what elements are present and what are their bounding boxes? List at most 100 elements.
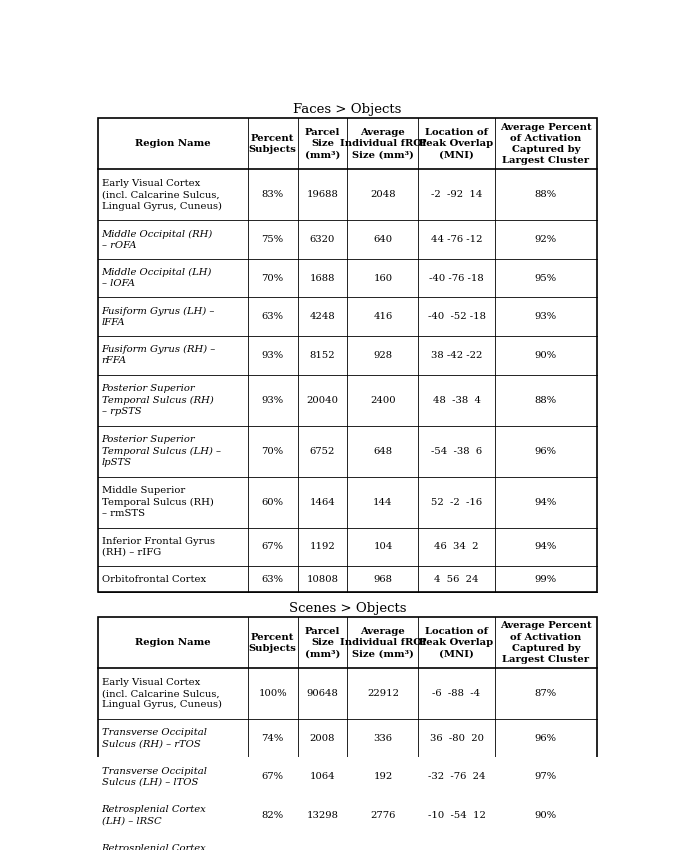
Text: 1688: 1688 xyxy=(310,274,335,283)
Text: 97%: 97% xyxy=(535,773,557,781)
Text: 144: 144 xyxy=(373,497,393,507)
Bar xyxy=(98,118,597,592)
Text: Transverse Occipital
Sulcus (RH) – rTOS: Transverse Occipital Sulcus (RH) – rTOS xyxy=(102,728,207,749)
Text: Percent
Subjects: Percent Subjects xyxy=(249,632,296,653)
Text: Orbitofrontal Cortex: Orbitofrontal Cortex xyxy=(102,575,205,584)
Text: 8152: 8152 xyxy=(310,351,336,360)
Text: 93%: 93% xyxy=(535,312,557,321)
Text: 70%: 70% xyxy=(262,274,283,283)
Text: 2008: 2008 xyxy=(310,734,335,743)
Text: -54  -38  6: -54 -38 6 xyxy=(431,446,482,456)
Text: 36  -80  20: 36 -80 20 xyxy=(429,734,483,743)
Text: 1464: 1464 xyxy=(310,497,336,507)
Text: 640: 640 xyxy=(374,235,393,244)
Text: Parcel
Size
(mm³): Parcel Size (mm³) xyxy=(305,128,340,160)
Text: 94%: 94% xyxy=(535,497,557,507)
Text: 96%: 96% xyxy=(535,734,557,743)
Text: Middle Occipital (LH)
– lOFA: Middle Occipital (LH) – lOFA xyxy=(102,268,212,288)
Text: 96%: 96% xyxy=(535,446,557,456)
Text: 416: 416 xyxy=(374,312,393,321)
Text: 92%: 92% xyxy=(535,235,557,244)
Text: Posterior Superior
Temporal Sulcus (RH)
– rpSTS: Posterior Superior Temporal Sulcus (RH) … xyxy=(102,384,214,416)
Text: 75%: 75% xyxy=(262,235,283,244)
Text: -40 -76 -18: -40 -76 -18 xyxy=(429,274,484,283)
Text: 74%: 74% xyxy=(262,734,283,743)
Text: Average
Individual fROI
Size (mm³): Average Individual fROI Size (mm³) xyxy=(340,128,426,160)
Text: 83%: 83% xyxy=(262,190,283,200)
Text: Inferior Frontal Gyrus
(RH) – rIFG: Inferior Frontal Gyrus (RH) – rIFG xyxy=(102,537,214,557)
Text: 90%: 90% xyxy=(535,811,557,820)
Text: 2400: 2400 xyxy=(370,395,396,405)
Text: Middle Occipital (RH)
– rOFA: Middle Occipital (RH) – rOFA xyxy=(102,230,213,250)
Text: 4  56  24: 4 56 24 xyxy=(434,575,479,584)
Text: 52  -2  -16: 52 -2 -16 xyxy=(431,497,482,507)
Text: -2  -92  14: -2 -92 14 xyxy=(431,190,482,200)
Text: 2776: 2776 xyxy=(370,811,396,820)
Text: Location of
Peak Overlap
(MNI): Location of Peak Overlap (MNI) xyxy=(420,128,494,160)
Text: 60%: 60% xyxy=(262,497,283,507)
Text: 95%: 95% xyxy=(535,274,557,283)
Text: 88%: 88% xyxy=(535,395,557,405)
Text: Average Percent
of Activation
Captured by
Largest Cluster: Average Percent of Activation Captured b… xyxy=(500,122,592,165)
Text: 928: 928 xyxy=(374,351,393,360)
Text: 104: 104 xyxy=(374,542,393,552)
Text: Average Percent
of Activation
Captured by
Largest Cluster: Average Percent of Activation Captured b… xyxy=(500,621,592,664)
Text: -10  -54  12: -10 -54 12 xyxy=(428,811,485,820)
Text: 67%: 67% xyxy=(262,773,283,781)
Text: Region Name: Region Name xyxy=(135,638,211,647)
Text: Early Visual Cortex
(incl. Calcarine Sulcus,
Lingual Gyrus, Cuneus): Early Visual Cortex (incl. Calcarine Sul… xyxy=(102,678,222,709)
Text: 93%: 93% xyxy=(262,351,283,360)
Text: Parcel
Size
(mm³): Parcel Size (mm³) xyxy=(305,627,340,658)
Text: 99%: 99% xyxy=(535,575,557,584)
Text: 968: 968 xyxy=(374,575,393,584)
Text: 13298: 13298 xyxy=(306,811,338,820)
Text: 192: 192 xyxy=(374,773,393,781)
Text: Fusiform Gyrus (RH) –
rFFA: Fusiform Gyrus (RH) – rFFA xyxy=(102,345,216,366)
Text: Middle Superior
Temporal Sulcus (RH)
– rmSTS: Middle Superior Temporal Sulcus (RH) – r… xyxy=(102,486,214,518)
Text: Early Visual Cortex
(incl. Calcarine Sulcus,
Lingual Gyrus, Cuneus): Early Visual Cortex (incl. Calcarine Sul… xyxy=(102,179,222,211)
Text: 48  -38  4: 48 -38 4 xyxy=(433,395,481,405)
Text: Average
Individual fROI
Size (mm³): Average Individual fROI Size (mm³) xyxy=(340,627,426,658)
Text: Faces > Objects: Faces > Objects xyxy=(294,104,401,116)
Text: Retrosplenial Cortex
(LH) – lRSC: Retrosplenial Cortex (LH) – lRSC xyxy=(102,806,206,825)
Text: 336: 336 xyxy=(374,734,393,743)
Text: 648: 648 xyxy=(374,446,393,456)
Text: Region Name: Region Name xyxy=(135,139,211,149)
Text: 88%: 88% xyxy=(535,190,557,200)
Text: 10808: 10808 xyxy=(306,575,338,584)
Text: 90648: 90648 xyxy=(306,689,338,698)
Text: Scenes > Objects: Scenes > Objects xyxy=(289,602,406,615)
Text: Transverse Occipital
Sulcus (LH) – lTOS: Transverse Occipital Sulcus (LH) – lTOS xyxy=(102,767,207,787)
Text: 22912: 22912 xyxy=(367,689,399,698)
Text: Retrosplenial Cortex
(RH) – rRSC: Retrosplenial Cortex (RH) – rRSC xyxy=(102,844,206,850)
Text: -6  -88  -4: -6 -88 -4 xyxy=(433,689,481,698)
Bar xyxy=(98,617,597,850)
Text: 90%: 90% xyxy=(535,351,557,360)
Text: 70%: 70% xyxy=(262,446,283,456)
Text: Location of
Peak Overlap
(MNI): Location of Peak Overlap (MNI) xyxy=(420,627,494,658)
Text: 160: 160 xyxy=(374,274,393,283)
Text: 46  34  2: 46 34 2 xyxy=(434,542,479,552)
Text: -40  -52 -18: -40 -52 -18 xyxy=(428,312,485,321)
Text: Fusiform Gyrus (LH) –
lFFA: Fusiform Gyrus (LH) – lFFA xyxy=(102,307,215,327)
Text: 87%: 87% xyxy=(535,689,557,698)
Text: 1064: 1064 xyxy=(310,773,336,781)
Text: 100%: 100% xyxy=(258,689,287,698)
Text: 6320: 6320 xyxy=(310,235,335,244)
Text: 4248: 4248 xyxy=(310,312,336,321)
Text: 2048: 2048 xyxy=(370,190,396,200)
Text: 82%: 82% xyxy=(262,811,283,820)
Text: 1192: 1192 xyxy=(310,542,336,552)
Text: 20040: 20040 xyxy=(306,395,338,405)
Text: -32  -76  24: -32 -76 24 xyxy=(428,773,485,781)
Text: 6752: 6752 xyxy=(310,446,335,456)
Text: Posterior Superior
Temporal Sulcus (LH) –
lpSTS: Posterior Superior Temporal Sulcus (LH) … xyxy=(102,435,220,467)
Text: 93%: 93% xyxy=(262,395,283,405)
Text: 94%: 94% xyxy=(535,542,557,552)
Text: 19688: 19688 xyxy=(306,190,338,200)
Text: 67%: 67% xyxy=(262,542,283,552)
Text: 63%: 63% xyxy=(262,312,283,321)
Text: 63%: 63% xyxy=(262,575,283,584)
Text: 44 -76 -12: 44 -76 -12 xyxy=(431,235,482,244)
Text: 38 -42 -22: 38 -42 -22 xyxy=(431,351,482,360)
